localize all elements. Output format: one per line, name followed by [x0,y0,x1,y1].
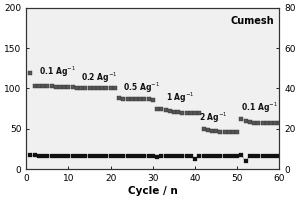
Text: 0.5 Ag$^{-1}$: 0.5 Ag$^{-1}$ [123,80,160,95]
Text: 0.2 Ag$^{-1}$: 0.2 Ag$^{-1}$ [81,71,118,85]
Text: Cumesh: Cumesh [231,16,274,26]
Text: 0.1 Ag$^{-1}$: 0.1 Ag$^{-1}$ [39,64,76,79]
Text: 0.1 Ag$^{-1}$: 0.1 Ag$^{-1}$ [242,101,278,115]
Text: 2 Ag$^{-1}$: 2 Ag$^{-1}$ [199,110,228,125]
Text: 1 Ag$^{-1}$: 1 Ag$^{-1}$ [166,91,194,105]
X-axis label: Cycle / n: Cycle / n [128,186,178,196]
